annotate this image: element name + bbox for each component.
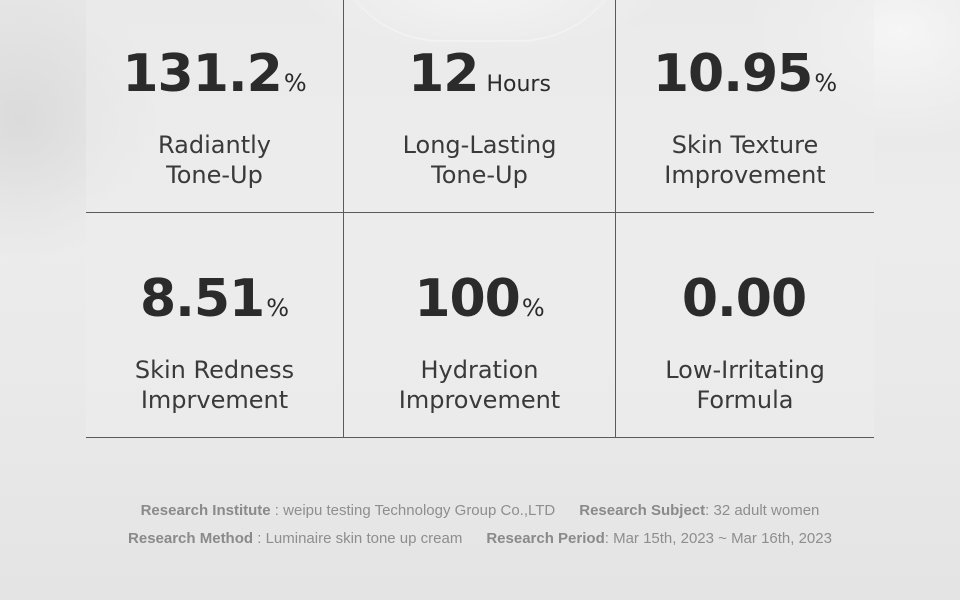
research-line-2: Research Method : Luminaire skin tone up… (0, 524, 960, 552)
research-subject-label: Research Subject (579, 501, 706, 519)
stat-label-line: Long-Lasting (402, 131, 557, 159)
stat-cell-radiantly-tone-up: 131.2 % Radiantly Tone-Up (86, 0, 344, 213)
stats-grid: 131.2 % Radiantly Tone-Up 12 Hours Long-… (86, 0, 874, 438)
research-line-1: Research Institute : weipu testing Techn… (0, 496, 960, 524)
stat-label-line: Tone-Up (166, 161, 263, 189)
stat-value: 0.00 (681, 269, 807, 329)
stat-value-line: 8.51 % (140, 269, 289, 335)
stat-value-line: 10.95 % (653, 44, 837, 110)
stat-value-line: 100 % (414, 269, 544, 335)
stat-unit: Hours (486, 72, 551, 97)
stat-cell-skin-texture: 10.95 % Skin Texture Improvement (616, 0, 874, 213)
stat-cell-low-irritating: 0.00 Low-Irritating Formula (616, 213, 874, 438)
research-institute-value: : weipu testing Technology Group Co.,LTD (270, 501, 556, 519)
stat-cell-hydration: 100 % Hydration Improvement (344, 213, 616, 438)
stat-unit: % (266, 294, 290, 322)
stat-label: Low-Irritating Formula (665, 355, 825, 415)
stat-unit: % (283, 69, 307, 97)
research-period: Research Period: Mar 15th, 2023 ~ Mar 16… (486, 530, 832, 547)
stat-label: Long-Lasting Tone-Up (403, 130, 557, 190)
stat-label-line: Imprvement (140, 386, 289, 414)
stat-label-line: Skin Redness (134, 356, 295, 384)
research-period-value: : Mar 15th, 2023 ~ Mar 16th, 2023 (604, 529, 832, 547)
research-method-label: Research Method (128, 529, 254, 547)
stat-label-line: Tone-Up (431, 161, 528, 189)
stat-value: 131.2 (122, 44, 282, 104)
research-period-label: Research Period (486, 529, 605, 547)
stat-value: 10.95 (652, 44, 813, 104)
stat-value: 8.51 (139, 269, 265, 329)
stat-label-line: Hydration (420, 356, 539, 384)
stat-label: Hydration Improvement (399, 355, 560, 415)
stat-label-line: Low-Irritating (665, 356, 825, 384)
research-method: Research Method : Luminaire skin tone up… (128, 530, 462, 547)
research-institute: Research Institute : weipu testing Techn… (141, 502, 556, 519)
stat-value-line: 12 Hours (408, 44, 551, 110)
stat-value: 12 (408, 44, 479, 104)
stat-label: Radiantly Tone-Up (158, 130, 271, 190)
research-subject: Research Subject: 32 adult women (579, 502, 819, 519)
stat-cell-skin-redness: 8.51 % Skin Redness Imprvement (86, 213, 344, 438)
stat-value-line: 0.00 (682, 269, 808, 335)
research-method-value: : Luminaire skin tone up cream (253, 529, 463, 547)
stat-label-line: Radiantly (158, 131, 271, 159)
research-institute-label: Research Institute (140, 501, 271, 519)
stat-unit: % (814, 69, 838, 97)
stat-label-line: Formula (696, 386, 794, 414)
stat-label-line: Improvement (664, 161, 826, 189)
stat-label-line: Improvement (398, 386, 561, 414)
stat-label: Skin Texture Improvement (664, 130, 825, 190)
stat-value-line: 131.2 % (122, 44, 306, 110)
research-subject-value: : 32 adult women (705, 501, 820, 519)
stat-cell-long-lasting-tone-up: 12 Hours Long-Lasting Tone-Up (344, 0, 616, 213)
research-footnote: Research Institute : weipu testing Techn… (0, 496, 960, 552)
stat-label-line: Skin Texture (671, 131, 819, 159)
stat-unit: % (521, 294, 545, 322)
stat-value: 100 (414, 269, 521, 329)
stat-label: Skin Redness Imprvement (135, 355, 294, 415)
